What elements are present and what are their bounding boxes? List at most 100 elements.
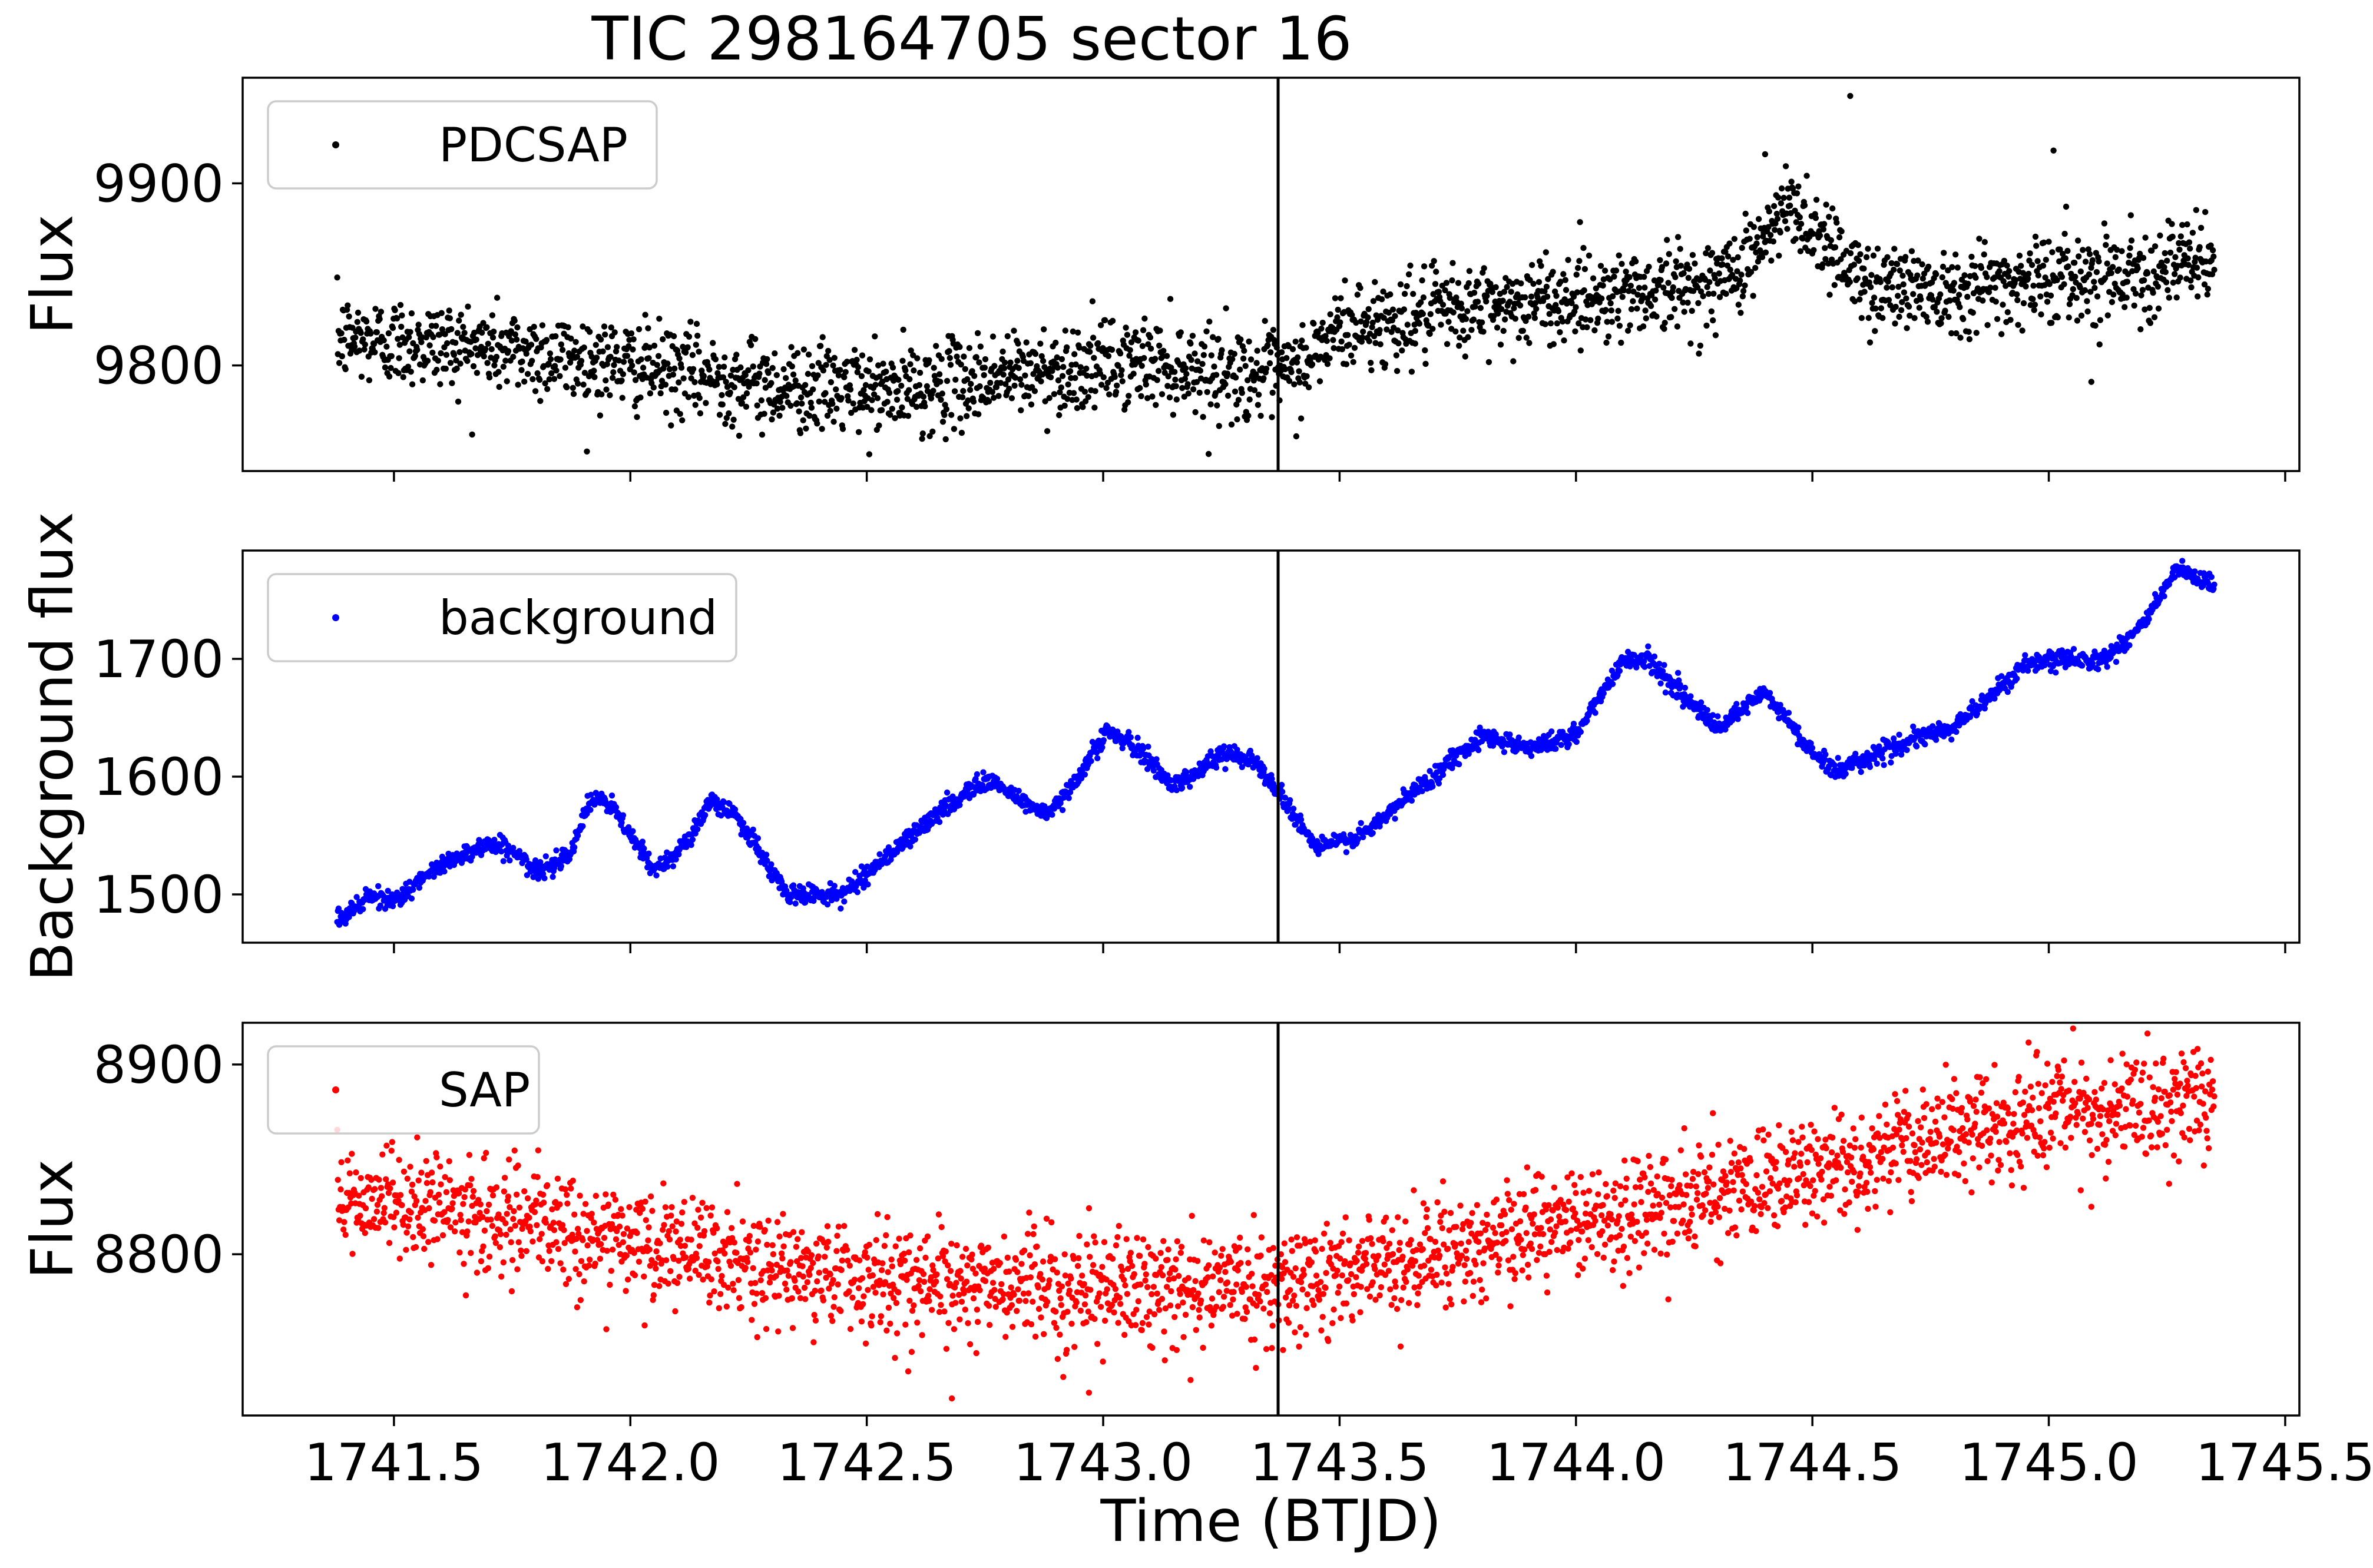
data-point <box>470 363 477 370</box>
data-point <box>1557 329 1563 336</box>
data-point <box>1548 728 1555 735</box>
data-point <box>598 391 605 397</box>
data-point <box>2154 283 2162 290</box>
data-point <box>797 430 804 436</box>
data-point <box>692 402 699 408</box>
data-point <box>366 377 373 383</box>
data-point <box>1471 290 1478 296</box>
data-point <box>418 339 425 346</box>
data-point <box>1674 323 1681 330</box>
data-point <box>1925 263 1932 270</box>
data-point <box>1768 257 1775 264</box>
data-point <box>2042 274 2048 281</box>
data-point <box>1657 257 1663 263</box>
data-point <box>437 381 444 387</box>
data-point <box>531 323 537 330</box>
data-point <box>1338 295 1344 301</box>
data-point <box>1670 284 1676 291</box>
data-point <box>936 371 943 377</box>
data-point <box>997 380 1004 386</box>
data-point <box>1592 710 1598 716</box>
data-point <box>1707 267 1713 274</box>
data-point <box>1377 341 1384 347</box>
data-point <box>1674 234 1682 240</box>
data-point <box>954 353 960 360</box>
data-point <box>2132 290 2139 297</box>
data-point <box>759 432 766 438</box>
data-point <box>1360 329 1366 335</box>
data-point <box>1058 356 1065 363</box>
data-point <box>865 368 872 374</box>
data-point <box>558 863 564 870</box>
data-point <box>2044 299 2051 305</box>
data-point <box>2054 314 2061 321</box>
data-point <box>1855 257 1862 264</box>
data-point <box>2101 220 2108 227</box>
data-point <box>1150 767 1157 774</box>
data-point <box>1661 326 1667 332</box>
data-point <box>1586 252 1593 259</box>
data-point <box>1014 357 1021 364</box>
data-point <box>1172 376 1179 383</box>
data-point <box>1919 261 1925 268</box>
data-point <box>637 394 644 401</box>
data-point <box>1444 341 1451 347</box>
data-point <box>1422 360 1429 367</box>
data-point <box>1715 713 1721 720</box>
data-point <box>1939 274 1945 281</box>
data-point <box>677 410 683 417</box>
data-point <box>408 310 415 317</box>
data-point <box>446 315 453 321</box>
data-point <box>1237 366 1243 373</box>
data-point <box>2014 297 2021 303</box>
data-point <box>1179 784 1186 791</box>
data-point <box>727 372 734 379</box>
data-point <box>433 323 439 329</box>
data-point <box>597 412 604 419</box>
data-point <box>1835 755 1841 761</box>
data-point <box>2020 300 2027 307</box>
data-point <box>1766 208 1772 215</box>
data-point <box>1573 304 1579 310</box>
data-point <box>448 326 455 333</box>
data-point <box>1957 304 1963 310</box>
data-point <box>1712 332 1719 339</box>
data-point <box>620 371 627 377</box>
data-point <box>1966 336 1973 343</box>
data-point <box>1866 764 1874 770</box>
data-point <box>1949 264 1955 270</box>
data-point <box>1682 684 1689 691</box>
data-point <box>1012 374 1019 381</box>
data-point <box>2142 306 2148 313</box>
data-point <box>1177 329 1184 336</box>
data-point <box>486 374 493 381</box>
data-point <box>898 382 905 389</box>
data-point <box>1385 309 1392 316</box>
data-point <box>542 380 548 387</box>
data-point <box>1204 389 1210 395</box>
data-point <box>654 362 660 368</box>
data-point <box>1895 293 1901 299</box>
data-point <box>396 342 403 348</box>
data-point <box>843 359 850 365</box>
data-point <box>552 333 559 340</box>
data-point <box>854 889 861 896</box>
data-point <box>604 344 611 350</box>
data-point <box>841 898 848 905</box>
data-point <box>1910 291 1917 297</box>
data-point <box>835 372 842 379</box>
data-point <box>676 379 682 386</box>
data-point <box>719 401 726 408</box>
data-point <box>2162 268 2169 276</box>
data-point <box>1059 807 1066 814</box>
data-point <box>393 315 401 321</box>
data-point <box>2050 147 2057 154</box>
data-point <box>764 356 770 363</box>
data-point <box>1616 323 1623 329</box>
data-point <box>383 343 390 350</box>
data-point <box>363 318 370 325</box>
data-point <box>1914 272 1921 279</box>
data-point <box>1517 302 1524 309</box>
data-point <box>611 329 618 336</box>
data-point <box>1234 416 1240 423</box>
